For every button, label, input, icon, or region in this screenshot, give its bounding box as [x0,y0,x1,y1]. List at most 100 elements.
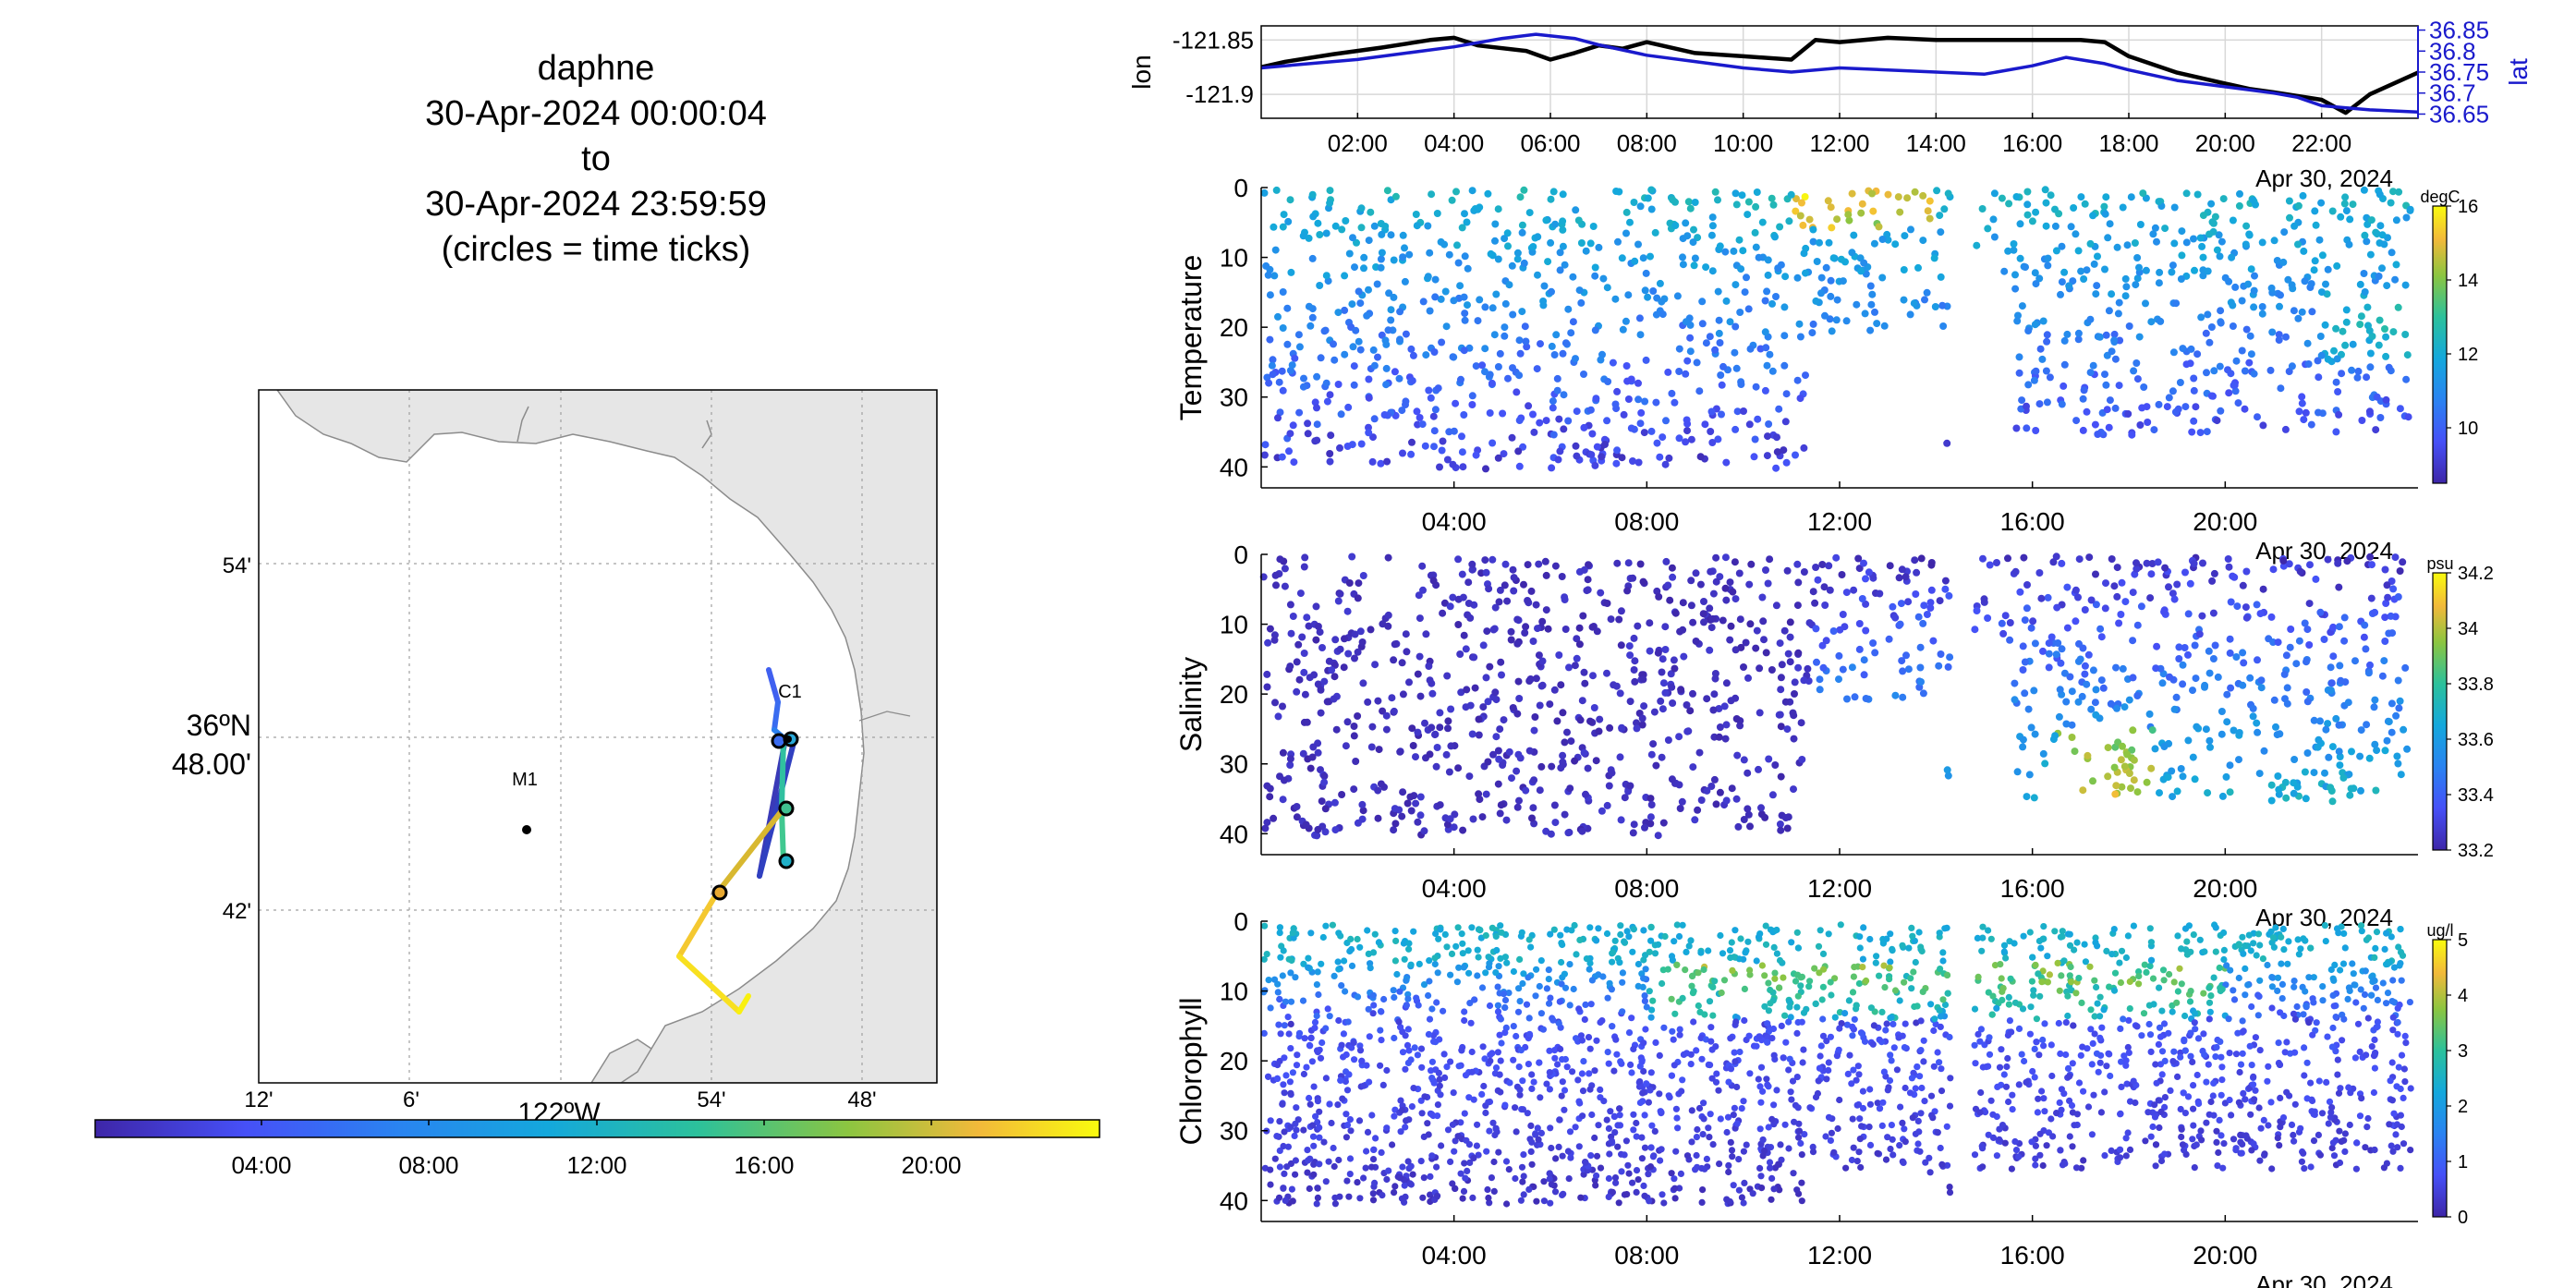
data-point [2316,333,2325,340]
data-point [1302,820,1310,829]
data-point [1305,964,1312,971]
data-point [1993,1004,2000,1012]
data-point [1535,651,1543,660]
data-point [1640,429,1648,437]
data-point [1390,293,1398,301]
data-point [2218,792,2227,800]
data-point [1732,595,1740,603]
data-point [2283,684,2291,692]
data-point [1270,976,1279,983]
data-point [1927,561,1936,569]
data-point [1271,1155,1279,1162]
data-point [1543,985,1550,992]
data-point [2232,653,2241,661]
data-point [2072,417,2081,425]
data-point [2253,601,2261,609]
data-point [1708,614,1717,623]
data-point [1402,1124,1409,1131]
data-point [1944,772,1952,780]
data-point [1572,1124,1579,1131]
data-point [2317,288,2326,297]
data-point [2366,661,2374,669]
data-point [1491,237,1499,245]
data-point [2312,575,2320,583]
data-point [1266,291,1274,299]
data-point [1582,790,1589,798]
data-point [2110,336,2119,345]
data-point [2020,932,2027,940]
data-point [1409,742,1417,749]
data-point [1791,678,1799,687]
data-point [1281,582,1289,590]
data-point [1668,389,1676,397]
data-point [1946,1184,1953,1191]
data-point [1585,561,1592,569]
data-point [2018,1051,2025,1058]
data-point [2290,756,2299,763]
data-point [1891,987,1900,994]
data-point [1771,975,1779,982]
data-point [1984,225,1992,233]
data-point [1335,1016,1343,1025]
data-point [2186,998,2194,1005]
data-point [1683,727,1692,735]
data-point [1837,921,1844,929]
data-point [2227,966,2234,974]
data-point [1638,1056,1646,1064]
data-point [2074,247,2083,255]
data-point [1613,446,1622,455]
data-point [1544,625,1552,633]
data-point [1368,723,1377,731]
data-point [1794,578,1803,587]
data-point [1436,1036,1443,1043]
data-point [2233,602,2242,611]
data-point [1878,273,1887,282]
data-point [2108,347,2116,356]
data-point [1735,236,1744,244]
data-point [1662,557,1671,565]
data-point [1501,323,1509,332]
data-point [1634,240,1642,249]
data-point [2395,1063,2402,1071]
data-point [1374,814,1382,822]
data-point [1630,1126,1637,1134]
data-point [2195,1100,2203,1108]
data-point [2211,213,2219,221]
data-point [2400,1094,2407,1101]
data-point [1851,693,1859,701]
data-point [1455,1063,1463,1070]
data-point [1588,977,1596,984]
data-point [2277,1124,2284,1131]
data-point [2112,663,2120,672]
data-point [1768,1196,1775,1203]
data-point [2074,698,2083,706]
data-point [1380,411,1389,419]
data-point [2056,987,2063,994]
data-point [2248,1062,2255,1069]
data-point [1825,238,1833,247]
data-point [2178,227,2186,236]
data-point [1371,661,1379,669]
data-point [2363,1051,2370,1059]
data-point [1306,1185,1313,1193]
data-point [2255,1104,2263,1112]
data-point [1360,264,1367,273]
data-point [2242,603,2250,612]
data-point [1338,1041,1345,1049]
data-point [2225,563,2233,571]
data-point [2324,355,2332,363]
data-point [2334,388,2342,395]
data-point [1548,464,1556,472]
data-point [1640,975,1647,982]
data-point [1572,442,1580,450]
data-point [1569,273,1577,281]
data-point [2024,705,2033,713]
data-point [1462,703,1470,711]
data-point [1434,1101,1441,1109]
data-point [1770,943,1778,951]
data-point [1507,636,1515,644]
data-point [1741,1016,1748,1025]
data-point [1454,1133,1462,1140]
data-point [1722,297,1731,305]
data-point [2143,968,2150,976]
